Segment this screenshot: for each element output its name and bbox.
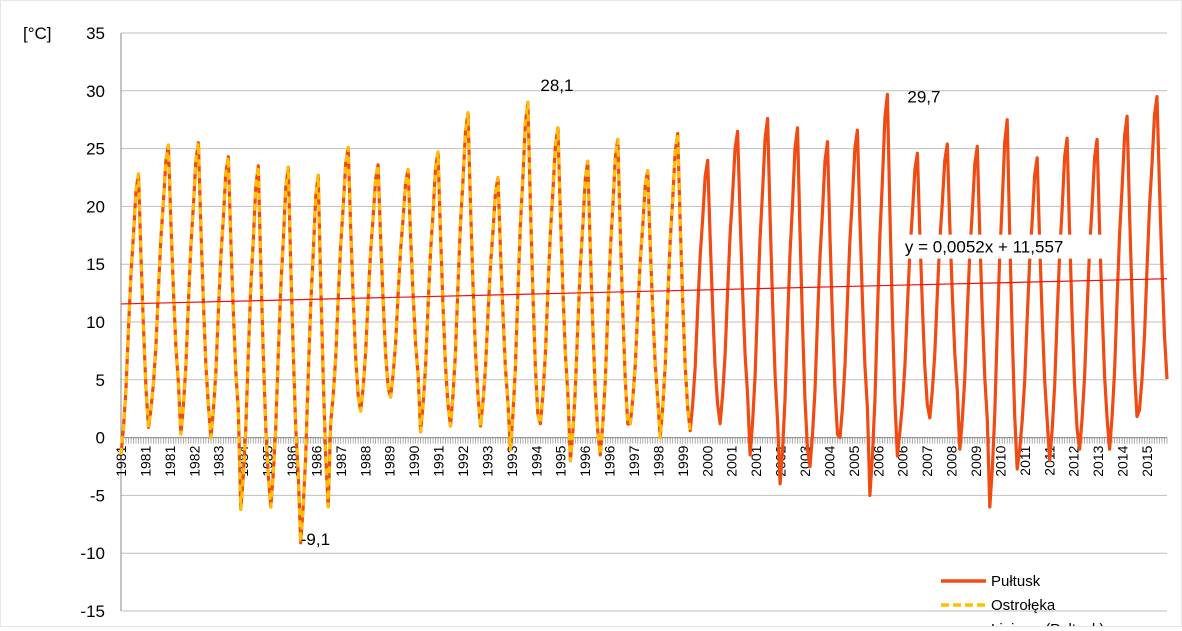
y-tick-label: -10 — [80, 544, 105, 563]
x-axis-ticks — [120, 437, 1168, 444]
y-tick-label: -5 — [90, 486, 105, 505]
series — [119, 92, 1169, 545]
x-tick-label: 2011 — [1017, 445, 1033, 475]
legend: Pułtusk Ostrołęka Liniowy (Pułtusk) — [941, 573, 1104, 631]
x-tick-label: 1983 — [211, 445, 227, 476]
y-tick-label: 30 — [86, 82, 105, 101]
x-tick-label: 1999 — [675, 445, 691, 476]
x-tick-label: 1993 — [504, 445, 520, 476]
x-tick-label: 2009 — [968, 445, 984, 476]
y-unit-label: [°C] — [23, 24, 52, 43]
trendline-equation: y = 0,0052x + 11,557 — [905, 238, 1063, 257]
y-tick-label: 35 — [86, 24, 105, 43]
x-tick-label: 1998 — [650, 445, 666, 476]
series-line-ostroleka — [119, 100, 692, 545]
x-tick-label: 2015 — [1139, 445, 1155, 476]
x-tick-label: 1991 — [431, 445, 447, 476]
trendline-equation-bg — [902, 234, 1103, 259]
x-tick-label: 1996 — [577, 445, 593, 476]
series-trendline — [120, 278, 1168, 305]
y-tick-label: 20 — [86, 197, 105, 216]
x-tick-label: 1993 — [479, 445, 495, 476]
y-tick-label: 0 — [96, 429, 105, 448]
value-annotation: -9,1 — [301, 530, 330, 549]
x-tick-label: 1997 — [626, 445, 642, 476]
x-tick-label: 1989 — [382, 445, 398, 476]
x-tick-label: 1990 — [406, 445, 422, 476]
x-tick-label: 1995 — [553, 445, 569, 476]
x-tick-label: 1981 — [162, 445, 178, 476]
x-tick-label: 1987 — [333, 445, 349, 476]
legend-label: Ostrołęka — [991, 597, 1056, 614]
x-tick-label: 2001 — [724, 445, 740, 476]
x-tick-label: 2013 — [1090, 445, 1106, 476]
legend-label: Pułtusk — [991, 573, 1041, 590]
x-tick-label: 2006 — [870, 445, 886, 476]
legend-label: Liniowy (Pułtusk) — [991, 621, 1104, 626]
x-tick-label: 2008 — [944, 445, 960, 476]
value-annotation: 28,1 — [540, 76, 573, 95]
y-tick-label: 10 — [86, 313, 105, 332]
x-tick-label: 2001 — [748, 445, 764, 476]
x-tick-label: 2010 — [992, 445, 1008, 476]
x-tick-label: 1994 — [528, 445, 544, 476]
y-tick-label: 5 — [96, 371, 105, 390]
y-tick-label: -15 — [80, 602, 105, 621]
x-tick-label: 2004 — [821, 445, 837, 476]
annotations: 28,1 29,7 -9,1 y = 0,0052x + 11,557 — [301, 76, 1103, 549]
x-tick-label: 2000 — [699, 445, 715, 476]
x-tick-label: 2014 — [1115, 445, 1131, 476]
y-tick-label: 25 — [86, 140, 105, 159]
x-tick-label: 2007 — [919, 445, 935, 476]
series-line-pultusk — [119, 92, 1169, 545]
x-tick-label: 1981 — [113, 445, 129, 476]
x-tick-label: 1982 — [186, 445, 202, 476]
x-tick-label: 2012 — [1066, 445, 1082, 476]
x-tick-label: 1981 — [137, 445, 153, 476]
value-annotation: 29,7 — [907, 87, 940, 106]
x-tick-label: 1988 — [357, 445, 373, 476]
y-tick-label: 15 — [86, 255, 105, 274]
x-tick-label: 2005 — [846, 445, 862, 476]
x-tick-label: 1986 — [308, 445, 324, 476]
x-tick-label: 1996 — [602, 445, 618, 476]
x-tick-label: 1992 — [455, 445, 471, 476]
